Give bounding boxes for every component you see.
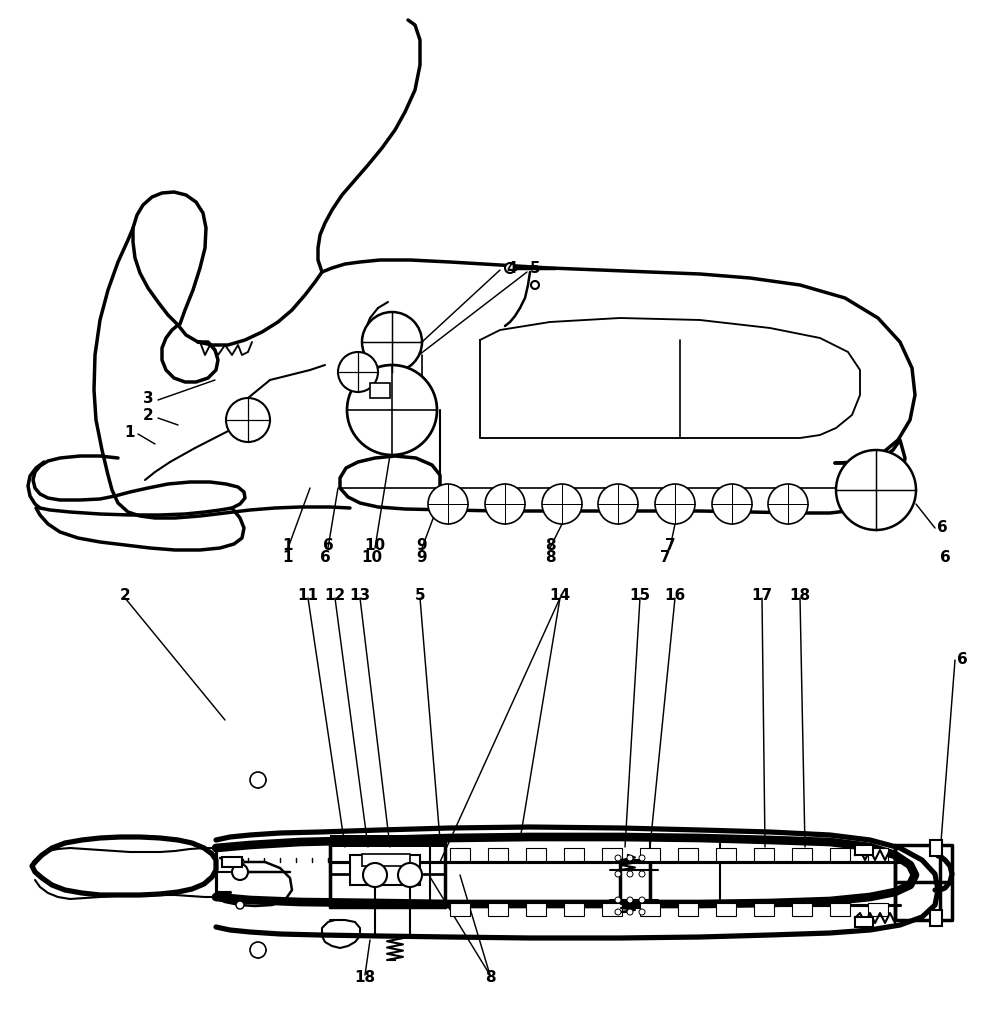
Text: 17: 17 <box>751 587 773 603</box>
Bar <box>930 840 942 856</box>
Circle shape <box>655 484 695 524</box>
Text: 7: 7 <box>665 538 675 553</box>
Bar <box>526 848 546 861</box>
Text: 6: 6 <box>957 653 967 668</box>
Bar <box>222 857 242 867</box>
Circle shape <box>505 263 515 273</box>
Bar <box>526 903 546 916</box>
Circle shape <box>542 484 582 524</box>
Text: 10: 10 <box>361 550 383 565</box>
Bar <box>855 845 873 855</box>
Circle shape <box>347 365 437 455</box>
Text: 8: 8 <box>545 538 555 553</box>
Text: 3: 3 <box>143 391 153 405</box>
Bar <box>640 903 660 916</box>
Bar <box>868 848 888 861</box>
Circle shape <box>236 858 244 866</box>
Bar <box>868 903 888 916</box>
Text: 5: 5 <box>530 261 540 276</box>
Bar <box>830 903 850 916</box>
Circle shape <box>398 863 422 887</box>
Circle shape <box>615 897 621 903</box>
Bar <box>678 848 698 861</box>
Circle shape <box>639 855 645 861</box>
Text: 13: 13 <box>349 587 371 603</box>
Bar <box>350 855 420 885</box>
Text: 6: 6 <box>937 520 947 535</box>
Bar <box>564 903 584 916</box>
Text: 8: 8 <box>485 970 495 985</box>
Text: 2: 2 <box>143 407 153 422</box>
Circle shape <box>598 484 638 524</box>
Text: 6: 6 <box>940 550 950 565</box>
Circle shape <box>627 897 633 903</box>
Bar <box>602 903 622 916</box>
Circle shape <box>627 871 633 876</box>
Text: 8: 8 <box>545 550 555 565</box>
Bar <box>450 903 470 916</box>
Circle shape <box>338 352 378 392</box>
Circle shape <box>639 909 645 915</box>
Bar <box>792 848 812 861</box>
Circle shape <box>768 484 808 524</box>
Bar <box>830 848 850 861</box>
Bar <box>754 903 774 916</box>
Circle shape <box>639 871 645 876</box>
Circle shape <box>428 484 468 524</box>
Bar <box>640 848 660 861</box>
Text: 1: 1 <box>283 550 293 565</box>
Text: 18: 18 <box>354 970 376 985</box>
Bar <box>488 903 508 916</box>
Circle shape <box>615 871 621 876</box>
Bar <box>362 854 410 866</box>
Text: 5: 5 <box>415 587 425 603</box>
Text: 9: 9 <box>417 538 427 553</box>
Text: 11: 11 <box>298 587 318 603</box>
Bar <box>716 903 736 916</box>
Circle shape <box>615 909 621 915</box>
Bar <box>792 903 812 916</box>
Bar <box>602 848 622 861</box>
Text: 4: 4 <box>507 261 517 276</box>
Text: 6: 6 <box>323 538 333 553</box>
Bar <box>488 848 508 861</box>
Circle shape <box>615 855 621 861</box>
Circle shape <box>250 772 266 788</box>
Circle shape <box>836 450 916 530</box>
Circle shape <box>363 863 387 887</box>
Bar <box>716 848 736 861</box>
Text: 9: 9 <box>417 550 427 565</box>
Circle shape <box>531 281 539 289</box>
Bar <box>370 383 390 398</box>
Text: 6: 6 <box>320 550 330 565</box>
Circle shape <box>226 398 270 442</box>
Text: 14: 14 <box>549 587 571 603</box>
Bar <box>678 903 698 916</box>
Circle shape <box>250 942 266 958</box>
Bar <box>930 910 942 926</box>
Text: 12: 12 <box>324 587 346 603</box>
Circle shape <box>639 897 645 903</box>
Circle shape <box>627 909 633 915</box>
Bar <box>855 917 873 927</box>
Circle shape <box>362 312 422 372</box>
Text: 2: 2 <box>120 587 130 603</box>
Circle shape <box>236 901 244 909</box>
Circle shape <box>232 864 248 880</box>
Text: 16: 16 <box>664 587 686 603</box>
Text: 18: 18 <box>789 587 811 603</box>
Text: 10: 10 <box>364 538 386 553</box>
Text: 1: 1 <box>283 538 293 553</box>
Text: 15: 15 <box>629 587 651 603</box>
Circle shape <box>627 855 633 861</box>
Bar <box>330 835 445 847</box>
Bar <box>564 848 584 861</box>
Circle shape <box>485 484 525 524</box>
Circle shape <box>712 484 752 524</box>
Bar <box>450 848 470 861</box>
Text: 1: 1 <box>125 425 135 440</box>
Text: 7: 7 <box>660 550 670 565</box>
Bar <box>754 848 774 861</box>
